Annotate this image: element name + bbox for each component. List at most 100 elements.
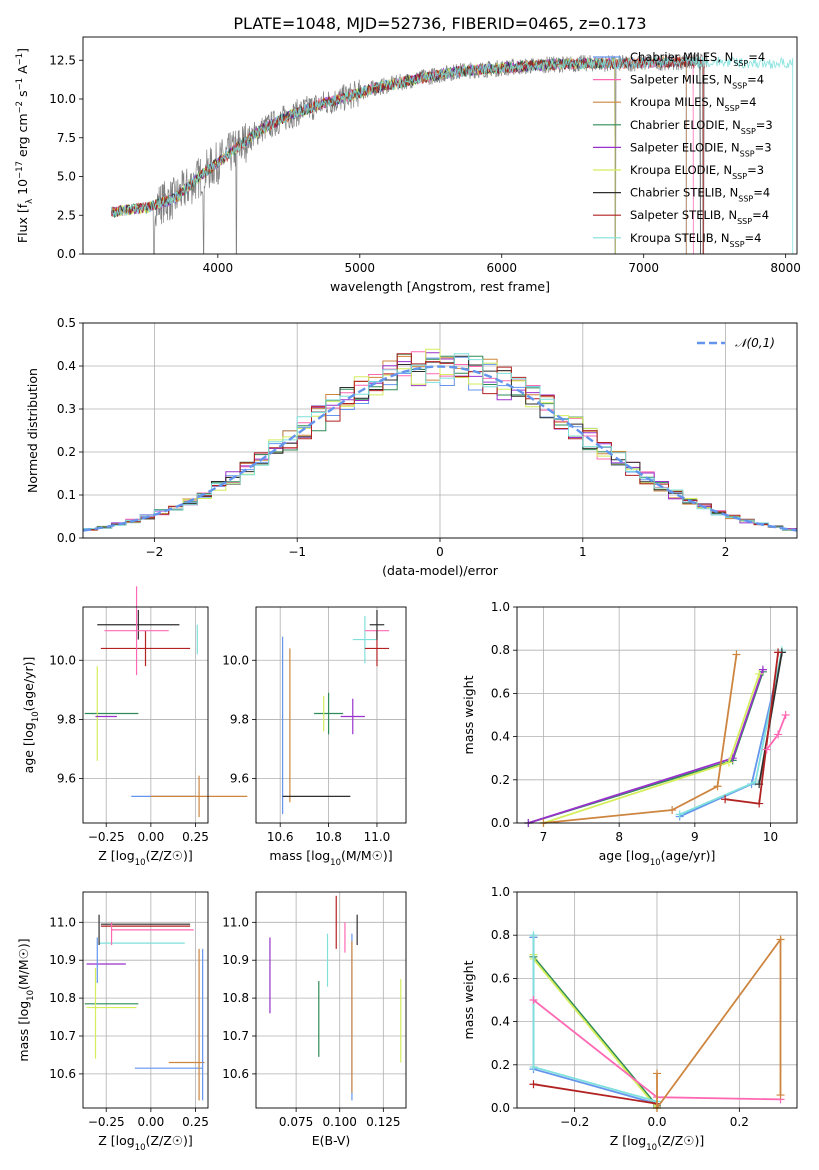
y-tick-label: 10.0 <box>49 653 76 667</box>
weight-line-3 <box>543 654 738 824</box>
y-tick-label: 0.6 <box>491 686 510 700</box>
y-tick-label: 9.8 <box>230 712 249 726</box>
x-tick-label: 0 <box>436 545 444 559</box>
weight-marker <box>529 1080 538 1089</box>
x-axis-label: wavelength [Angstrom, rest frame] <box>330 279 550 294</box>
x-tick-label: 7 <box>540 830 548 844</box>
age_vs_Z-frame <box>82 606 209 824</box>
x-axis-label: age [log10(age/yr)] <box>599 848 716 868</box>
weight-line-2 <box>543 673 761 824</box>
legend-label: Chabrier ELODIE, NSSP=3 <box>630 118 773 136</box>
weight-line-2 <box>532 937 658 1105</box>
axes-age_vs_Z: −0.25 0.00 0.25 9.6 9.8 10.0 Z [log10(Z/Z☉)] ag… <box>21 607 209 868</box>
x-tick-label: 10.8 <box>315 830 342 844</box>
x-tick-label: 0.00 <box>137 830 164 844</box>
x-tick-label: 0.125 <box>366 1115 400 1129</box>
x-tick-label: 0.0 <box>647 1115 666 1129</box>
y-tick-label: 0.2 <box>491 773 510 787</box>
y-tick-label: 10.7 <box>222 1029 249 1043</box>
weight-marker <box>653 1069 661 1078</box>
y-tick-label: 10.6 <box>49 1067 76 1081</box>
y-tick-label: 0.6 <box>491 971 510 985</box>
x-tick-label: −1 <box>288 545 306 559</box>
weight-marker <box>755 799 764 808</box>
histogram-8 <box>83 353 797 532</box>
x-axis-label: Z [log10(Z/Z☉)] <box>98 1133 193 1153</box>
axes-weight_vs_age: 7 8 9 10 0.0 0.2 0.4 0.6 0.8 1.0 age [log10(age/yr… <box>461 600 797 868</box>
weight-marker <box>529 931 538 940</box>
legend-label: 𝒩(0,1) <box>735 336 775 350</box>
axes-weight_vs_Z: −0.2 0.0 0.2 0.0 0.2 0.4 0.6 0.8 1.0 Z [log10(Z/Z… <box>461 885 797 1153</box>
legend-label: Chabrier MILES, NSSP=4 <box>630 50 765 68</box>
figure-title: PLATE=1048, MJD=52736, FIBERID=0465, z=0… <box>233 14 646 33</box>
y-tick-label: 9.6 <box>230 772 249 786</box>
residual-histograms <box>83 348 797 533</box>
weight-marker <box>713 782 722 791</box>
y-tick-label: 11.0 <box>49 915 76 929</box>
spectrum-legend: Chabrier MILES, NSSP=4 Salpeter MILES, NS… <box>593 50 773 248</box>
y-axis-label: Normed distribution <box>25 368 40 493</box>
y-tick-label: 12.5 <box>49 53 76 67</box>
y-tick-label: 10.9 <box>49 953 76 967</box>
model-line-7 <box>110 55 704 254</box>
y-axis-label: mass weight <box>461 960 476 1039</box>
y-tick-label: 10.8 <box>222 991 249 1005</box>
x-tick-label: 0.25 <box>182 1115 209 1129</box>
legend-label: Salpeter ELODIE, NSSP=3 <box>630 140 772 158</box>
age_vs_mass-frame <box>255 606 407 824</box>
y-axis-label: mass weight <box>461 675 476 754</box>
y-tick-label: 10.6 <box>222 1067 249 1081</box>
mass_vs_Z-frame <box>82 891 209 1109</box>
x-tick-label: 11.0 <box>364 830 391 844</box>
y-axis-label: mass [log10(M/M☉)] <box>16 938 36 1061</box>
x-tick-label: 9 <box>691 830 699 844</box>
legend-label: Kroupa MILES, NSSP=4 <box>630 95 756 113</box>
weight-marker <box>774 730 783 739</box>
y-tick-label: 0.0 <box>491 816 510 830</box>
weight-marker <box>762 745 771 754</box>
legend-label: Salpeter STELIB, NSSP=4 <box>630 208 769 226</box>
y-tick-label: 5.0 <box>57 170 76 184</box>
x-tick-label: 10 <box>763 830 778 844</box>
y-tick-label: 0.4 <box>57 359 76 373</box>
weight_vs_Z-frame <box>516 891 798 1109</box>
y-tick-label: 1.0 <box>491 885 510 899</box>
y-tick-label: 10.9 <box>222 953 249 967</box>
legend-label: Salpeter MILES, NSSP=4 <box>630 73 764 91</box>
x-tick-label: −0.25 <box>88 830 125 844</box>
weight-marker <box>529 996 538 1004</box>
y-axis-label: Flux [fλ 10−17 erg cm−2 s−1 A−1] <box>15 48 35 243</box>
axes-mass_vs_EBV: 0.075 0.100 0.125 10.6 10.7 10.8 10.9 11.0 E(B-V… <box>222 892 406 1148</box>
y-tick-label: 9.8 <box>57 712 76 726</box>
axes-age_vs_mass: 10.6 10.8 11.0 9.6 9.8 10.0 mass [log10(M/M☉)] <box>222 607 406 868</box>
weight-marker <box>758 665 767 674</box>
y-tick-label: 10.7 <box>49 1029 76 1043</box>
y-tick-label: 0.0 <box>57 247 76 261</box>
residuals-frame <box>82 322 798 539</box>
y-tick-label: 10.8 <box>49 991 76 1005</box>
weight-marker <box>724 758 733 767</box>
y-tick-label: 2.5 <box>57 208 76 222</box>
x-axis-label: E(B-V) <box>312 1133 351 1148</box>
legend-label: Kroupa STELIB, NSSP=4 <box>630 231 761 249</box>
x-axis-label: mass [log10(M/M☉)] <box>269 848 392 868</box>
axes-spectrum: 4000 5000 6000 7000 8000 0.0 2.5 5.0 7.5 10.0 12.5… <box>15 48 801 294</box>
weight-marker <box>776 935 785 944</box>
x-tick-label: 0.25 <box>182 830 209 844</box>
y-tick-label: 0.8 <box>491 928 510 942</box>
weight-marker <box>721 795 730 804</box>
y-tick-label: 0.5 <box>57 316 76 330</box>
spectrum-lines <box>110 52 794 254</box>
y-tick-label: 1.0 <box>491 600 510 614</box>
errorbars-mass_vs_Z <box>84 914 205 1101</box>
y-axis-label: age [log10(age/yr)] <box>21 657 41 774</box>
y-tick-label: 10.0 <box>222 653 249 667</box>
model-line-8 <box>110 55 794 254</box>
weight-line-4 <box>533 1083 658 1105</box>
y-tick-label: 0.4 <box>491 730 510 744</box>
weight-marker <box>774 648 783 657</box>
y-tick-label: 0.4 <box>491 1015 510 1029</box>
spectrum-frame <box>82 36 798 255</box>
x-tick-label: 6000 <box>486 261 517 275</box>
